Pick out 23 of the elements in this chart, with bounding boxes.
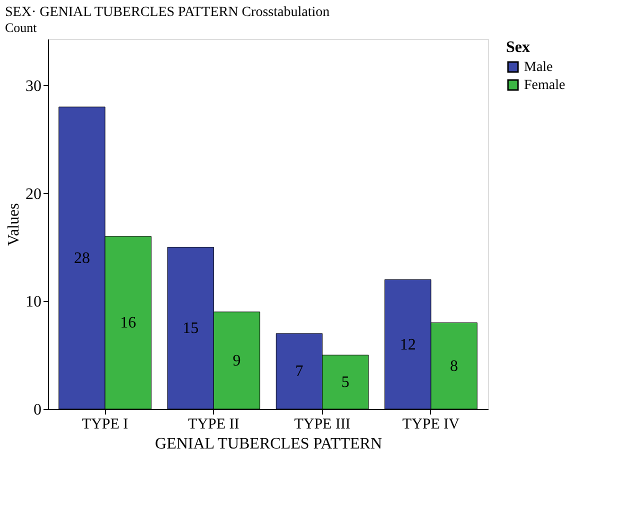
legend-label: Male xyxy=(524,60,553,75)
x-tick-label: TYPE IV xyxy=(402,416,460,432)
data-label: 12 xyxy=(400,336,416,354)
y-tick-label: 10 xyxy=(26,294,42,311)
data-label: 9 xyxy=(232,352,241,370)
x-tick-label: TYPE III xyxy=(294,416,350,432)
x-tick-label: TYPE I xyxy=(82,416,128,432)
chart-title: SEX· GENIAL TUBERCLES PATTERN Crosstabulation xyxy=(5,5,330,20)
y-tick-label: 0 xyxy=(34,402,42,418)
data-label: 28 xyxy=(74,250,90,267)
chart-subtitle: Count xyxy=(5,20,38,35)
legend-title: Sex xyxy=(506,39,530,56)
y-axis-title: Values xyxy=(6,203,22,246)
x-tick-label: TYPE II xyxy=(188,416,240,432)
data-label: 8 xyxy=(450,358,458,375)
x-axis-title: GENIAL TUBERCLES PATTERN xyxy=(155,436,382,452)
y-tick-label: 20 xyxy=(26,186,42,203)
legend-label: Female xyxy=(524,78,566,93)
data-label: 16 xyxy=(120,314,136,332)
data-label: 5 xyxy=(341,374,350,392)
data-label: 15 xyxy=(182,320,199,338)
data-label: 7 xyxy=(295,363,304,380)
y-tick-label: 30 xyxy=(26,78,42,95)
